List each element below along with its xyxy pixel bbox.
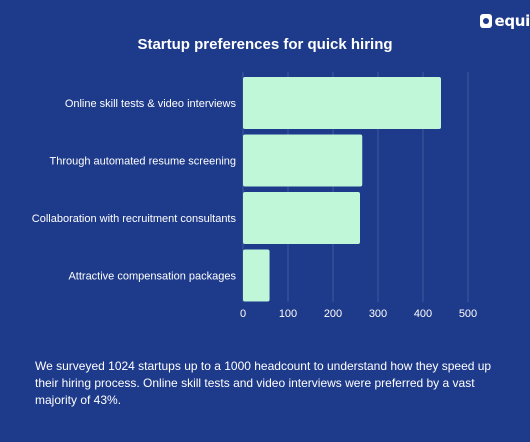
x-tick-label: 500 bbox=[459, 308, 477, 320]
logo-text: equi bbox=[494, 12, 530, 30]
chart-title: Startup preferences for quick hiring bbox=[137, 36, 393, 53]
x-tick-label: 100 bbox=[279, 308, 297, 320]
x-tick-label: 300 bbox=[369, 308, 387, 320]
bar bbox=[243, 249, 270, 302]
category-label: Collaboration with recruitment consultan… bbox=[32, 213, 237, 225]
bar bbox=[243, 192, 360, 244]
bar bbox=[243, 134, 363, 187]
chart-caption: We surveyed 1024 startups up to a 1000 h… bbox=[35, 359, 492, 407]
x-tick-label: 400 bbox=[414, 308, 432, 320]
category-label: Through automated resume screening bbox=[50, 156, 237, 168]
category-label: Online skill tests & video interviews bbox=[65, 98, 237, 110]
brand-logo: equi bbox=[480, 12, 530, 30]
x-tick-label: 0 bbox=[240, 308, 246, 320]
category-label: Attractive compensation packages bbox=[68, 271, 236, 283]
x-tick-label: 200 bbox=[324, 308, 342, 320]
logo-icon bbox=[480, 14, 493, 28]
bar bbox=[243, 77, 441, 129]
